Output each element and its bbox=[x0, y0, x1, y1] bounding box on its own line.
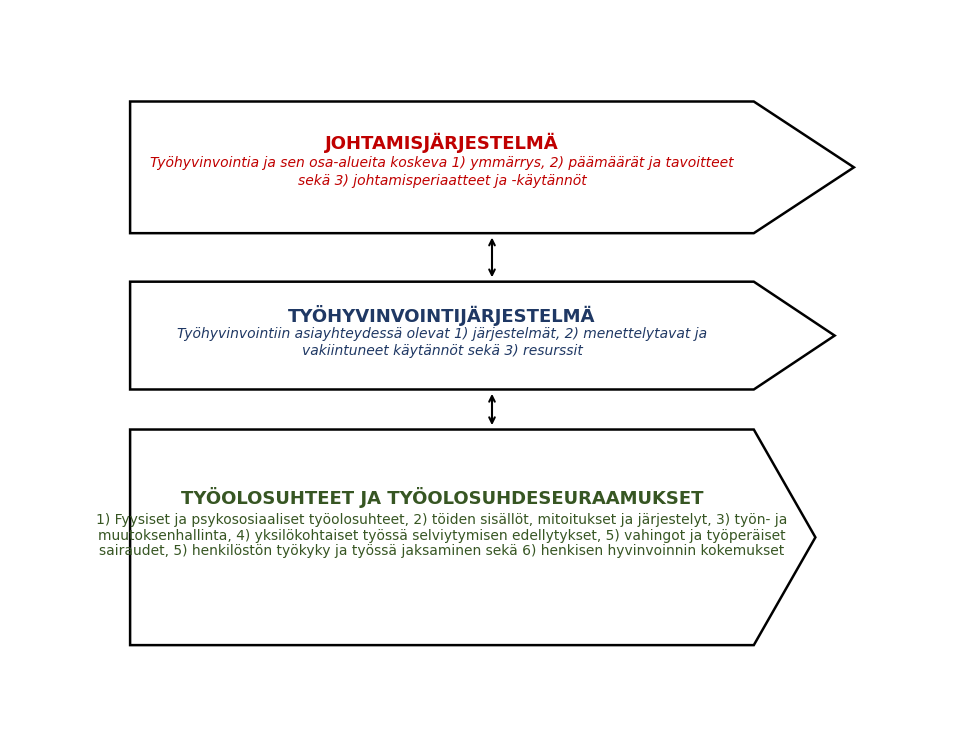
Text: TYÖOLOSUHTEET JA TYÖOLOSUHDESEURAAMUKSET: TYÖOLOSUHTEET JA TYÖOLOSUHDESEURAAMUKSET bbox=[180, 487, 703, 508]
Polygon shape bbox=[131, 429, 815, 645]
Text: Työhyvinvointia ja sen osa-alueita koskeva 1) ymmärrys, 2) päämäärät ja tavoitte: Työhyvinvointia ja sen osa-alueita koske… bbox=[150, 156, 733, 169]
Polygon shape bbox=[131, 282, 834, 389]
Text: Työhyvinvointiin asiayhteydessä olevat 1) järjestelmät, 2) menettelytavat ja: Työhyvinvointiin asiayhteydessä olevat 1… bbox=[177, 327, 707, 341]
Text: muutoksenhallinta, 4) yksilökohtaiset työssä selviytymisen edellytykset, 5) vahi: muutoksenhallinta, 4) yksilökohtaiset ty… bbox=[98, 528, 786, 543]
Text: JOHTAMISJÄRJESTELMÄ: JOHTAMISJÄRJESTELMÄ bbox=[325, 132, 559, 153]
Text: sairaudet, 5) henkilöstön työkyky ja työssä jaksaminen sekä 6) henkisen hyvinvoi: sairaudet, 5) henkilöstön työkyky ja työ… bbox=[99, 544, 784, 558]
Text: TYÖHYVINVOINTIJÄRJESTELMÄ: TYÖHYVINVOINTIJÄRJESTELMÄ bbox=[288, 305, 596, 326]
Text: 1) Fyysiset ja psykososiaaliset työolosuhteet, 2) töiden sisällöt, mitoitukset j: 1) Fyysiset ja psykososiaaliset työolosu… bbox=[96, 513, 787, 528]
Polygon shape bbox=[131, 101, 853, 233]
Text: sekä 3) johtamisperiaatteet ja -käytännöt: sekä 3) johtamisperiaatteet ja -käytännö… bbox=[298, 174, 587, 188]
Text: vakiintuneet käytännöt sekä 3) resurssit: vakiintuneet käytännöt sekä 3) resurssit bbox=[301, 344, 583, 358]
